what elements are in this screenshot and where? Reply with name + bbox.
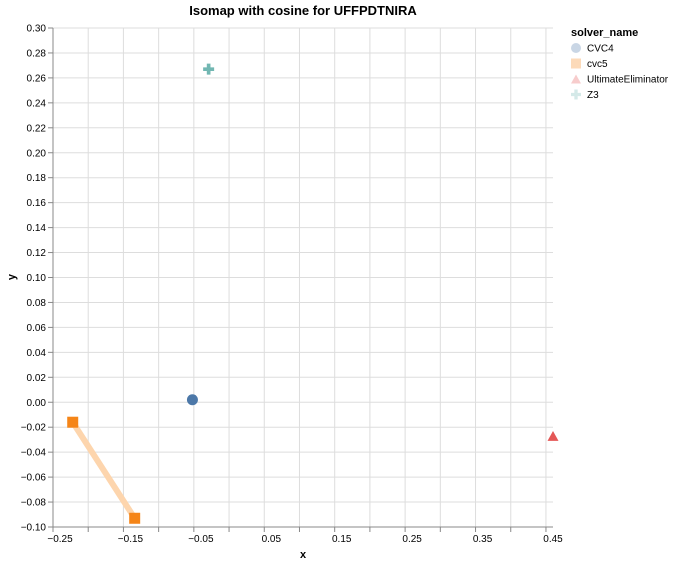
y-tick-label: −0.10 (21, 523, 47, 534)
data-point-z3 (203, 63, 215, 75)
y-tick-label: 0.24 (27, 98, 47, 109)
legend-symbol-cvc4 (571, 43, 581, 53)
data-point-ultimateeliminator (547, 430, 559, 441)
y-tick-label: 0.30 (27, 24, 47, 35)
legend-label-z3: Z3 (587, 90, 599, 101)
legend-label-cvc5: cvc5 (587, 59, 608, 70)
legend-item-ultimateeliminator: UltimateEliminator (571, 74, 669, 86)
y-tick-label: −0.02 (21, 423, 47, 434)
y-tick-label: 0.16 (27, 198, 47, 209)
y-tick-label: −0.06 (21, 473, 47, 484)
y-tick-label: 0.12 (27, 248, 47, 259)
y-axis-title: y (6, 273, 18, 280)
y-tick-label: 0.06 (27, 323, 47, 334)
legend-label-cvc4: CVC4 (587, 44, 614, 55)
x-tick-label: −0.15 (118, 534, 144, 545)
data-point-cvc5 (67, 416, 79, 428)
x-axis-title: x (300, 549, 307, 561)
y-tick-label: 0.04 (27, 348, 47, 359)
chart-title: Isomap with cosine for UFFPDTNIRA (189, 3, 417, 18)
legend-symbol-z3 (571, 89, 581, 100)
legend-item-cvc4: CVC4 (571, 43, 614, 55)
legend-symbol-ultimateeliminator (571, 74, 581, 84)
series-line-cvc5 (69, 419, 138, 522)
legend-symbol-cvc5 (571, 58, 581, 69)
legend-title: solver_name (571, 27, 638, 39)
x-tick-label: 0.25 (402, 534, 422, 545)
y-tick-label: 0.22 (27, 123, 47, 134)
legend-item-cvc5: cvc5 (571, 58, 608, 70)
x-tick-label: −0.25 (47, 534, 73, 545)
x-tick-label: 0.35 (473, 534, 493, 545)
y-tick-label: 0.28 (27, 48, 47, 59)
y-tick-label: 0.00 (27, 398, 47, 409)
legend-label-ultimateeliminator: UltimateEliminator (587, 75, 669, 86)
y-axis: −0.10 −0.08 −0.06 −0.04 −0.02 0.00 0.02 0.04 0.0… (21, 24, 54, 534)
plot-area (52, 27, 559, 528)
x-tick-label: 0.05 (262, 534, 282, 545)
y-gridlines (53, 27, 553, 528)
y-tick-label: 0.18 (27, 173, 47, 184)
series-layer (67, 63, 559, 524)
y-tick-label: 0.10 (27, 273, 47, 284)
x-tick-label: −0.05 (188, 534, 214, 545)
x-tick-label: 0.15 (332, 534, 352, 545)
legend: solver_name CVC4 cvc5 UltimateEliminator Z3 (571, 27, 669, 101)
data-point-cvc4 (186, 394, 198, 406)
y-tick-label: −0.08 (21, 498, 47, 509)
y-tick-label: 0.02 (27, 373, 47, 384)
data-point-cvc5 (129, 512, 141, 524)
y-tick-label: 0.20 (27, 148, 47, 159)
legend-items: CVC4 cvc5 UltimateEliminator Z3 (571, 43, 669, 101)
y-tick-label: 0.14 (27, 223, 47, 234)
y-tick-label: 0.26 (27, 73, 47, 84)
y-tick-label: −0.04 (21, 448, 47, 459)
legend-item-z3: Z3 (571, 89, 599, 101)
x-tick-label: 0.45 (543, 534, 563, 545)
x-axis: −0.25 −0.15 −0.05 0.05 0.15 0.25 0.35 0.45 (47, 526, 563, 545)
y-tick-label: 0.08 (27, 298, 47, 309)
